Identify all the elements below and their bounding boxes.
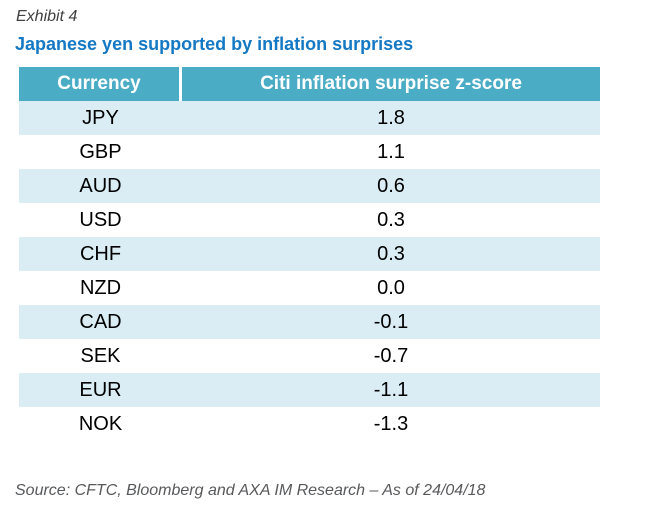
table-row: NOK -1.3 [19, 407, 600, 441]
exhibit-title: Japanese yen supported by inflation surp… [15, 34, 414, 54]
currency-cell: GBP [79, 140, 122, 163]
table-row: SEK -0.7 [19, 339, 600, 373]
table-row: CHF 0.3 [19, 237, 600, 271]
currency-cell: EUR [79, 378, 122, 401]
currency-cell: CHF [79, 242, 122, 265]
table-header-row: Currency Citi inflation surprise z-score [19, 67, 600, 101]
currency-cell: USD [79, 208, 122, 231]
table-row: EUR -1.1 [19, 373, 600, 407]
currency-cell: AUD [79, 174, 122, 197]
zscore-cell: 0.6 [377, 174, 405, 197]
zscore-cell: -1.1 [373, 378, 409, 401]
table-row: USD 0.3 [19, 203, 600, 237]
column-header-currency: Currency [57, 73, 141, 94]
zscore-table: Currency Citi inflation surprise z-score… [19, 67, 600, 441]
zscore-cell: -1.3 [373, 412, 409, 435]
zscore-cell: 1.1 [377, 140, 405, 163]
exhibit-label: Exhibit 4 [16, 8, 78, 25]
table-row: GBP 1.1 [19, 135, 600, 169]
table-row: CAD -0.1 [19, 305, 600, 339]
currency-cell: NOK [78, 412, 123, 435]
header-column-divider [179, 67, 182, 101]
table-row: JPY 1.8 [19, 101, 600, 135]
currency-cell: CAD [79, 310, 122, 333]
table-row: NZD 0.0 [19, 271, 600, 305]
zscore-cell: 0.3 [377, 242, 405, 265]
source-note: Source: CFTC, Bloomberg and AXA IM Resea… [15, 482, 486, 499]
column-header-zscore: Citi inflation surprise z-score [260, 73, 522, 94]
zscore-cell: -0.7 [373, 344, 409, 367]
currency-cell: JPY [82, 106, 119, 129]
zscore-cell: -0.1 [373, 310, 409, 333]
zscore-cell: 0.0 [377, 276, 405, 299]
table-row: AUD 0.6 [19, 169, 600, 203]
zscore-cell: 1.8 [377, 106, 405, 129]
zscore-cell: 0.3 [377, 208, 405, 231]
currency-cell: SEK [80, 344, 121, 367]
currency-cell: NZD [79, 276, 122, 299]
